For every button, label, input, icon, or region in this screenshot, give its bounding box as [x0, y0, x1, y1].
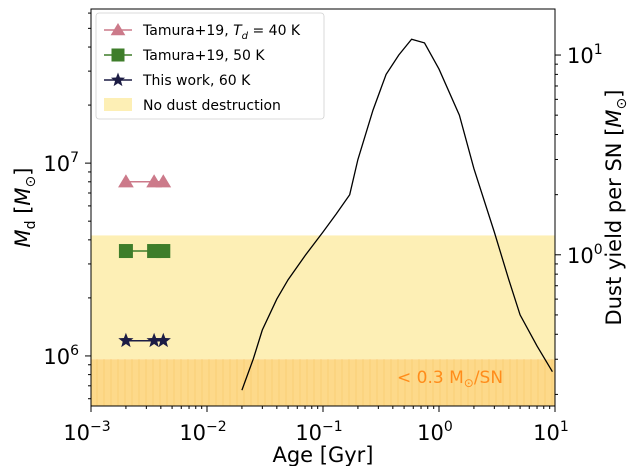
legend-box — [95, 12, 325, 120]
y-right-tick-label: 101 — [567, 42, 603, 68]
x-tick-label: 10−2 — [179, 419, 226, 445]
x-tick-label: 10−3 — [63, 419, 110, 445]
x-tick-label: 100 — [417, 419, 453, 445]
x-tick-label: 10−1 — [295, 419, 342, 445]
data-point-star — [155, 332, 171, 348]
data-point-square — [118, 244, 133, 259]
yield-curve — [241, 38, 553, 391]
legend-entry: This work, 60 K — [104, 72, 251, 89]
data-point-star — [118, 332, 134, 348]
legend-entry: No dust destruction — [104, 98, 281, 114]
legend-marker-square — [111, 48, 125, 62]
data-point-star — [146, 332, 162, 348]
plot-area — [91, 38, 555, 406]
legend-label: No dust destruction — [143, 98, 281, 114]
series-triangle — [118, 174, 172, 188]
legend-marker-star — [110, 72, 126, 87]
annotation-text: < 0.3 M⊙/SN — [397, 368, 503, 390]
legend-entry: Tamura+19, Td = 40 K — [104, 23, 301, 42]
legend-band-swatch — [104, 98, 132, 111]
legend-label: This work, 60 K — [142, 73, 251, 89]
y-left-tick-label: 107 — [43, 150, 79, 176]
x-tick-label: 101 — [533, 419, 569, 445]
data-point-triangle — [155, 174, 172, 188]
series-star — [118, 332, 171, 348]
band-1 — [91, 359, 555, 406]
legend-entry: Tamura+19, 50 K — [104, 48, 265, 64]
y-left-tick-label: 106 — [43, 343, 79, 369]
legend-label: Tamura+19, 50 K — [142, 48, 265, 64]
y-right-axis-title: Dust yield per SN [M⊙] — [602, 90, 630, 326]
series-square — [118, 244, 171, 259]
legend: Tamura+19, Td = 40 K Tamura+19, 50 K This … — [95, 12, 325, 120]
y-right-tick-label: 100 — [567, 242, 603, 268]
legend-label: Tamura+19, Td = 40 K — [142, 23, 301, 42]
x-axis-title: Age [Gyr] — [272, 443, 373, 466]
data-point-triangle — [118, 174, 134, 188]
legend-marker-triangle — [110, 23, 126, 36]
data-point-square — [156, 244, 171, 259]
y-left-axis-title: Md [M⊙] — [11, 168, 39, 248]
